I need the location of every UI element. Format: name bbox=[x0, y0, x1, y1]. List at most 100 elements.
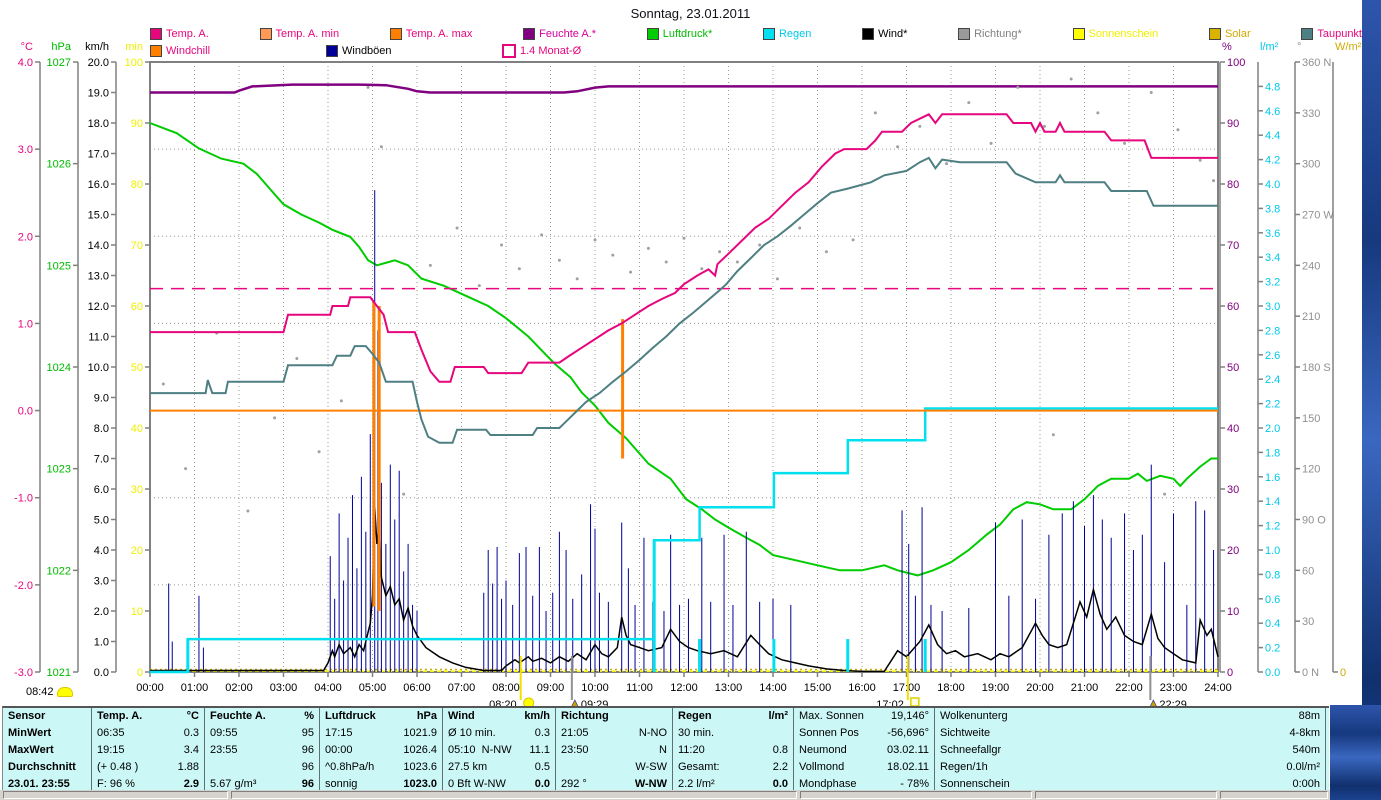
table-row: Mondphase - 78% bbox=[794, 775, 934, 792]
series-windchill_spikes bbox=[372, 301, 625, 611]
cell-value: 1021.9 bbox=[403, 727, 437, 740]
axis-tick-label: 20:00 bbox=[1026, 682, 1054, 694]
table-col-astro: Max. Sonnen 19,146° Sonnen Pos -56,696° Neum… bbox=[794, 708, 935, 792]
cell-label: Gesamt: bbox=[678, 760, 720, 773]
axis-tick-label: 01:00 bbox=[181, 682, 209, 694]
table-row: 21:05 N-NO bbox=[556, 725, 672, 742]
legend-swatch-icon bbox=[1072, 28, 1085, 40]
table-row: sonnig 1023.0 bbox=[320, 775, 442, 792]
series-gusts bbox=[168, 190, 1215, 672]
axis-tick-label: 0.0 bbox=[18, 406, 33, 418]
legend-row-1: Temp. A. Temp. A. min Temp. A. max Feuchte … bbox=[150, 28, 1362, 40]
table-row: 2.2 l/m² 0.0 bbox=[673, 775, 793, 792]
axis-tick-label: hPa bbox=[51, 41, 71, 53]
column-header: Luftdruck hPa bbox=[320, 708, 442, 725]
axis-tick-label: 20.0 bbox=[88, 57, 109, 69]
axis-tick-label: 12:00 bbox=[670, 682, 698, 694]
cell-label: Ø 10 min. bbox=[448, 727, 496, 740]
axis-tick-label: -3.0 bbox=[14, 667, 33, 679]
table-row: ^0.8hPa/h 1023.6 bbox=[320, 758, 442, 775]
axis-tick-label: 1027 bbox=[47, 57, 71, 69]
series-humidity bbox=[150, 83, 1218, 94]
axis-tick-label: 0.2 bbox=[1265, 643, 1280, 655]
axis-tick-label: 16.0 bbox=[88, 179, 109, 191]
axis-tick-label: 100 bbox=[1227, 57, 1245, 69]
cell-label: 21:05 bbox=[561, 727, 589, 740]
cell-value: 0.3 bbox=[183, 727, 199, 740]
axis-tick-label: 22:00 bbox=[1115, 682, 1143, 694]
axis-tick-label: 4.0 bbox=[94, 545, 109, 557]
axis-tick-label: 06:00 bbox=[403, 682, 431, 694]
cell-label: Sichtweite bbox=[940, 727, 991, 740]
axis-tick-label: l/m² bbox=[1260, 41, 1279, 53]
table-row: Sonnenschein 0:00h bbox=[935, 775, 1325, 792]
cell-label: Wolkenunterg bbox=[940, 710, 1008, 723]
axis-tick-label: 18.0 bbox=[88, 118, 109, 130]
cell-value: °C bbox=[186, 710, 199, 723]
axis-tick-label: 9.0 bbox=[94, 393, 109, 405]
axis-tick-label: 90 O bbox=[1302, 515, 1326, 527]
table-col-wind: Wind km/h Ø 10 min. 0.3 05:10 N-NW 11.1 27.5 k… bbox=[443, 708, 556, 792]
cell-label: Feuchte A. bbox=[210, 710, 266, 723]
axis-tick-label: 1.8 bbox=[1265, 447, 1280, 459]
axis-tick-label: 1022 bbox=[47, 565, 71, 577]
cell-value: -56,696° bbox=[887, 727, 929, 740]
axis-tick-label: 80 bbox=[131, 179, 143, 191]
cell-value: 1023.6 bbox=[403, 760, 437, 773]
legend-swatch-icon bbox=[958, 28, 971, 40]
cell-label: 23:50 bbox=[561, 743, 589, 756]
table-row: Wolkenunterg 88m bbox=[935, 708, 1325, 725]
window-border-bottom-right bbox=[1330, 705, 1381, 800]
cell-label: Vollmond bbox=[799, 760, 845, 773]
legend-item-taupunkt: Taupunkt bbox=[1301, 28, 1362, 40]
cell-value: 1.88 bbox=[177, 760, 199, 773]
table-row: 292 ° W-NW bbox=[556, 775, 672, 792]
table-row: 23:50 N bbox=[556, 742, 672, 759]
cell-value: km/h bbox=[524, 710, 550, 723]
legend-item-richtung-: Richtung* bbox=[958, 28, 1022, 40]
axis-tick-label: 30 bbox=[1302, 616, 1314, 628]
cell-value: 96 bbox=[301, 743, 314, 756]
axis-tick-label: 15:00 bbox=[804, 682, 832, 694]
table-row: 00:00 1026.4 bbox=[320, 742, 442, 759]
cell-value: - 78% bbox=[900, 777, 929, 790]
axis-tick-label: -2.0 bbox=[14, 580, 33, 592]
axis-tick-label: 10.0 bbox=[88, 362, 109, 374]
cell-value: W-NW bbox=[634, 777, 667, 790]
axis-tick-label: 10 bbox=[131, 606, 143, 618]
cell-label: Durchschnitt bbox=[8, 760, 76, 773]
cell-label: Max. Sonnen bbox=[799, 710, 864, 723]
axis-tick-label: km/h bbox=[85, 41, 109, 53]
legend-swatch-icon bbox=[1301, 28, 1314, 40]
cell-label: ^0.8hPa/h bbox=[325, 760, 375, 773]
cell-value: 2.9 bbox=[183, 777, 199, 790]
table-col-row-labels: Sensor MinWert MaxWert Durchschnitt 23.01. 2… bbox=[3, 708, 92, 792]
axis-tick-label: 10:00 bbox=[581, 682, 609, 694]
legend-row-2: Windchill Windböen 1.4 Monat-Ø bbox=[150, 44, 678, 58]
axis-tick-label: -1.0 bbox=[14, 493, 33, 505]
legend-item-wind-: Wind* bbox=[862, 28, 907, 40]
axis-tick-label: 4.4 bbox=[1265, 130, 1280, 142]
cell-value: 3.4 bbox=[183, 743, 199, 756]
legend-item-regen: Regen bbox=[762, 28, 811, 40]
table-row: F: 96 % 2.9 bbox=[92, 775, 204, 792]
axis-tick-label: 240 bbox=[1302, 260, 1320, 272]
axis-tick-label: 15.0 bbox=[88, 210, 109, 222]
axis-tick-label: 100 bbox=[125, 57, 143, 69]
axis-tick-label: 14:00 bbox=[759, 682, 787, 694]
axis-tick-label: W/m² bbox=[1335, 41, 1362, 53]
cell-label: 27.5 km bbox=[448, 760, 488, 773]
cell-label: Sonnen Pos bbox=[799, 727, 859, 740]
legend-swatch-icon bbox=[646, 28, 659, 40]
legend-label: 1.4 Monat-Ø bbox=[520, 45, 582, 57]
legend-item-feuchte-a-: Feuchte A.* bbox=[523, 28, 596, 40]
axis-tick-label: 4.0 bbox=[18, 57, 33, 69]
axis-tick-label: 70 bbox=[131, 240, 143, 252]
status-bar-segment bbox=[231, 791, 797, 799]
axis-tick-label: °C bbox=[21, 41, 33, 53]
axis-tick-label: 19.0 bbox=[88, 88, 109, 100]
legend-label: Solar bbox=[1224, 28, 1251, 40]
status-bar bbox=[0, 790, 1330, 800]
cell-label: Sonnenschein bbox=[940, 777, 1010, 790]
